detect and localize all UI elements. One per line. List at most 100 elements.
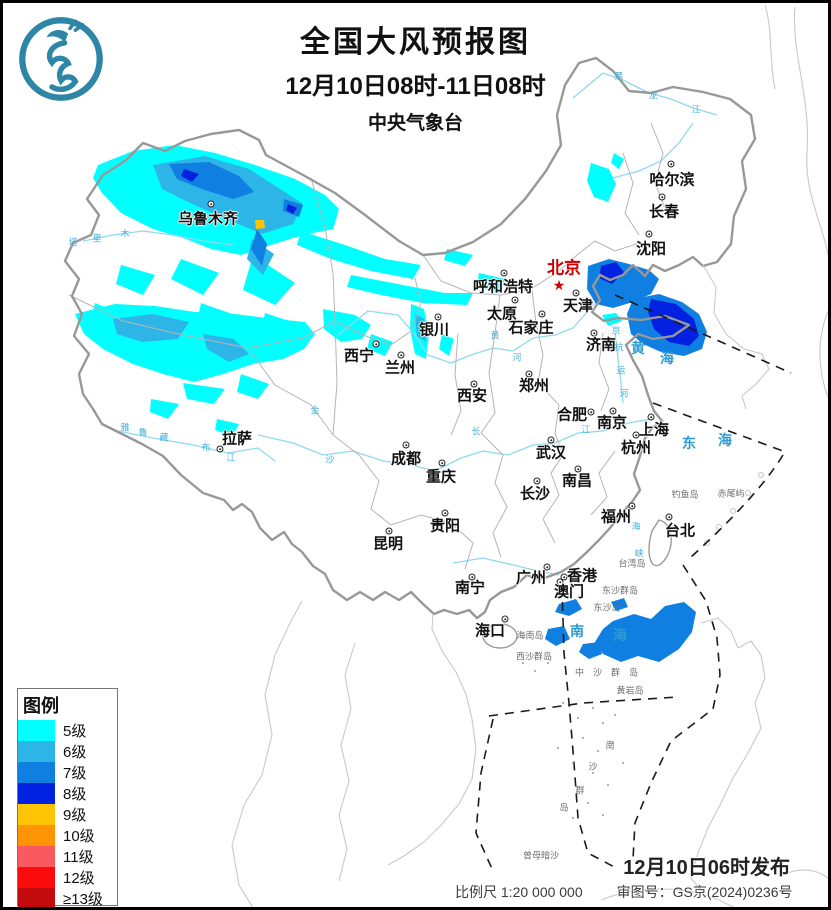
city-marker [216,445,224,453]
legend-label: 11级 [63,849,94,866]
legend-label: 12级 [63,870,95,887]
city-label: 昆明 [372,535,404,553]
island-label: 岛 [559,802,569,813]
city-marker [665,513,673,521]
city-label: 长沙 [519,485,551,503]
city-label: 天津 [562,297,594,315]
wind-patches-level9 [255,220,265,229]
sea-label: 南 [570,623,584,639]
legend-label: 10级 [63,828,95,845]
city-marker [574,465,582,473]
river-label: 黄 [490,330,500,341]
city-marker [587,408,595,416]
legend-swatch [18,783,55,804]
city-label: 银川 [418,321,450,339]
legend-label: 9级 [63,807,87,824]
city-label: 长春 [648,203,680,221]
city-marker [501,615,509,623]
river-label: 江 [226,452,236,463]
river-label: 沙 [325,454,335,465]
city-label: 重庆 [425,468,457,486]
legend-swatch [18,825,55,846]
city-marker [500,269,508,277]
city-label: 拉萨 [221,430,253,448]
city-marker [470,380,478,388]
island-label: 群 [575,785,585,796]
legend-swatch [18,720,55,741]
legend-rows: 5级 6级 7级 8级 9级 10级 11级 12级 ≥13级 [18,720,117,908]
legend-swatch [18,846,55,867]
city-label: 济南 [585,336,617,354]
city-marker [533,477,541,485]
river-label: 龙 [648,90,658,101]
island-label: 黄岩岛 [616,685,644,696]
city-label: 南京 [596,414,628,432]
city-marker [590,329,598,337]
city-marker [572,289,580,297]
city-label: 哈尔滨 [649,171,695,189]
island-label: 西沙群岛 [515,651,553,662]
cma-logo-icon [19,17,103,101]
city-marker [385,527,393,535]
city-label: 合肥 [556,406,588,424]
city-label: 西安 [456,387,488,405]
wind-patches-level8 [181,169,699,346]
island-label: 海南岛 [516,630,544,641]
city-label: 福州 [600,508,632,526]
river-label: 藏 [159,432,169,443]
city-label: 石家庄 [508,319,554,337]
legend-label: 8级 [63,786,87,803]
legend-title: 图例 [23,696,59,716]
city-marker [402,441,410,449]
legend-label: 5级 [63,723,87,740]
river-label: 布 [201,442,211,453]
city-marker [609,407,617,415]
legend-item: 10级 [18,825,117,846]
sea-label: 东 [682,435,696,451]
river-label: 河 [619,388,629,399]
city-marker [372,340,380,348]
city-marker [645,230,653,238]
city-label: 郑州 [518,377,550,395]
national-boundary [63,56,757,620]
province-boundaries [68,122,666,570]
island-label: 台湾岛 [618,558,646,569]
legend-label: 7级 [63,765,87,782]
city-label: 南昌 [561,472,593,490]
island-label: 中沙群岛 [574,667,648,678]
city-marker [543,563,551,571]
rivers [82,72,718,576]
river-label: 京 [611,325,621,336]
city-marker [207,200,215,208]
sea-label: 海 [718,432,732,448]
legend-item: 8级 [18,783,117,804]
city-label: 南宁 [454,579,486,597]
legend-item: 7级 [18,762,117,783]
river-label: 海 [631,521,641,532]
city-marker [632,431,640,439]
river-label: 杭 [614,342,624,353]
city-marker [511,296,519,304]
legend-label: ≥13级 [63,891,103,908]
river-label: 木 [120,228,130,239]
legend-item: ≥13级 [18,888,117,908]
agency-name: 中央气象台 [367,113,463,134]
capital-label: 北京 [547,258,581,278]
river-label: 雅 [120,422,130,433]
city-marker [547,436,555,444]
page-title: 全国大风预报图 [300,26,531,59]
city-marker [538,310,546,318]
city-marker [658,193,666,201]
river-label: 河 [512,352,522,363]
city-label: 武汉 [535,444,567,462]
city-marker [468,573,476,581]
city-label: 贵阳 [429,517,461,535]
approval-text: 审图号：GS京(2024)0236号 [616,884,793,900]
island-label: 东沙岛 [593,602,621,613]
city-marker [438,459,446,467]
city-label: 沈阳 [635,240,667,258]
legend-item: 5级 [18,720,117,741]
legend-item: 9级 [18,804,117,825]
legend-item: 12级 [18,867,117,888]
